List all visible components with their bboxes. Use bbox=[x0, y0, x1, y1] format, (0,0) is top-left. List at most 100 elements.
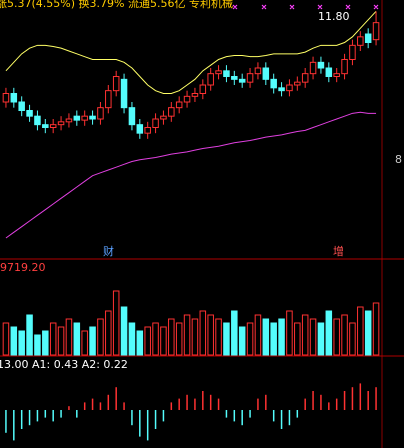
volume-bar bbox=[128, 322, 136, 356]
candle-body bbox=[246, 73, 254, 83]
volume-bar bbox=[49, 322, 57, 356]
volume-bar bbox=[73, 322, 81, 356]
volume-bar bbox=[18, 330, 25, 356]
candle-body bbox=[223, 70, 230, 78]
candle-body bbox=[364, 33, 372, 43]
volume-bar bbox=[2, 322, 10, 356]
volume-bar bbox=[199, 310, 207, 356]
volume-bar bbox=[238, 326, 246, 356]
band-line bbox=[5, 111, 377, 239]
volume-bar bbox=[270, 322, 277, 356]
candle-body bbox=[112, 76, 120, 92]
candle-body bbox=[65, 118, 73, 123]
candle-body bbox=[349, 44, 356, 60]
candle-body bbox=[168, 107, 175, 117]
volume-bar bbox=[81, 330, 88, 356]
volume-bar bbox=[278, 318, 285, 356]
candle-body bbox=[333, 73, 340, 77]
candle-body bbox=[231, 76, 238, 80]
candle-body bbox=[34, 115, 41, 126]
volume-bar bbox=[136, 330, 144, 356]
volume-bar bbox=[262, 318, 270, 356]
volume-bar bbox=[97, 318, 104, 356]
event-label: 增 bbox=[333, 244, 344, 258]
candle-body bbox=[144, 127, 151, 134]
volume-bar bbox=[333, 318, 340, 356]
volume-bar bbox=[317, 322, 325, 356]
candle-body bbox=[183, 95, 191, 103]
top-markers bbox=[232, 4, 379, 10]
candle-body bbox=[286, 84, 293, 92]
candle-body bbox=[120, 78, 128, 109]
volume-bar bbox=[105, 310, 112, 356]
candle-body bbox=[73, 115, 81, 121]
volume-bar bbox=[42, 330, 49, 356]
volume-bar bbox=[183, 314, 191, 356]
volume-header: 9719.20 bbox=[0, 261, 46, 274]
right-edge-label: 8 bbox=[395, 153, 402, 166]
volume-bar bbox=[364, 310, 372, 356]
candle-body bbox=[262, 67, 270, 80]
volume-bar bbox=[286, 310, 293, 356]
candle-body bbox=[317, 61, 325, 69]
high-label: 11.80 bbox=[318, 10, 350, 23]
volume-bar bbox=[246, 322, 254, 356]
macd-header: 13.00 A1: 0.43 A2: 0.22 bbox=[0, 358, 128, 371]
volume-bar bbox=[10, 326, 18, 356]
event-label: 财 bbox=[103, 244, 114, 258]
candle-body bbox=[207, 73, 214, 86]
volume-bar bbox=[160, 326, 167, 356]
candle-body bbox=[294, 81, 301, 86]
candle-body bbox=[270, 78, 277, 89]
volume-bar bbox=[231, 310, 238, 356]
candle-body bbox=[26, 110, 33, 117]
candle-body bbox=[152, 118, 159, 128]
volume-bar bbox=[152, 322, 159, 356]
volume-bar bbox=[349, 322, 356, 356]
candle-body bbox=[89, 115, 96, 120]
candle-body bbox=[341, 59, 348, 75]
candle-body bbox=[18, 101, 25, 111]
candle-body bbox=[97, 107, 104, 120]
volume-bar bbox=[26, 314, 33, 356]
candle-body bbox=[309, 61, 317, 75]
volume-bar bbox=[34, 334, 41, 356]
candle-body bbox=[191, 93, 199, 97]
header: 涨5.37(4.55%) 换3.79% 流通5.56亿 专利机械 bbox=[0, 0, 233, 10]
volume-bar bbox=[65, 318, 73, 356]
candle-body bbox=[325, 67, 333, 77]
candle-body bbox=[2, 93, 10, 103]
candle-body bbox=[105, 90, 112, 109]
volume-bar bbox=[144, 326, 151, 356]
candle-body bbox=[278, 87, 285, 92]
candle-body bbox=[357, 36, 364, 46]
volume-bar bbox=[254, 314, 262, 356]
candle-body bbox=[215, 70, 222, 75]
volume-bar bbox=[175, 322, 183, 356]
volume-bar bbox=[191, 318, 199, 356]
candle-body bbox=[136, 124, 144, 134]
band-line bbox=[5, 10, 377, 94]
candle-body bbox=[160, 115, 167, 120]
candle-body bbox=[42, 124, 49, 128]
volume-bar bbox=[112, 290, 120, 356]
volume-bar bbox=[294, 322, 301, 356]
candle-body bbox=[238, 78, 246, 83]
candle-body bbox=[301, 73, 309, 83]
volume-bar bbox=[168, 318, 175, 356]
candle-body bbox=[10, 93, 18, 103]
volume-bar bbox=[215, 318, 222, 356]
candle-body bbox=[254, 67, 262, 75]
candle-body bbox=[49, 124, 57, 128]
candle-body bbox=[81, 115, 88, 121]
volume-bar bbox=[357, 306, 364, 356]
candle-body bbox=[199, 84, 207, 94]
candle-body bbox=[128, 107, 136, 126]
volume-bar bbox=[207, 314, 214, 356]
candle-body bbox=[175, 101, 183, 109]
candle-body bbox=[57, 121, 65, 126]
volume-bar bbox=[341, 314, 348, 356]
candle-body bbox=[372, 22, 380, 41]
volume-bar bbox=[372, 302, 380, 356]
